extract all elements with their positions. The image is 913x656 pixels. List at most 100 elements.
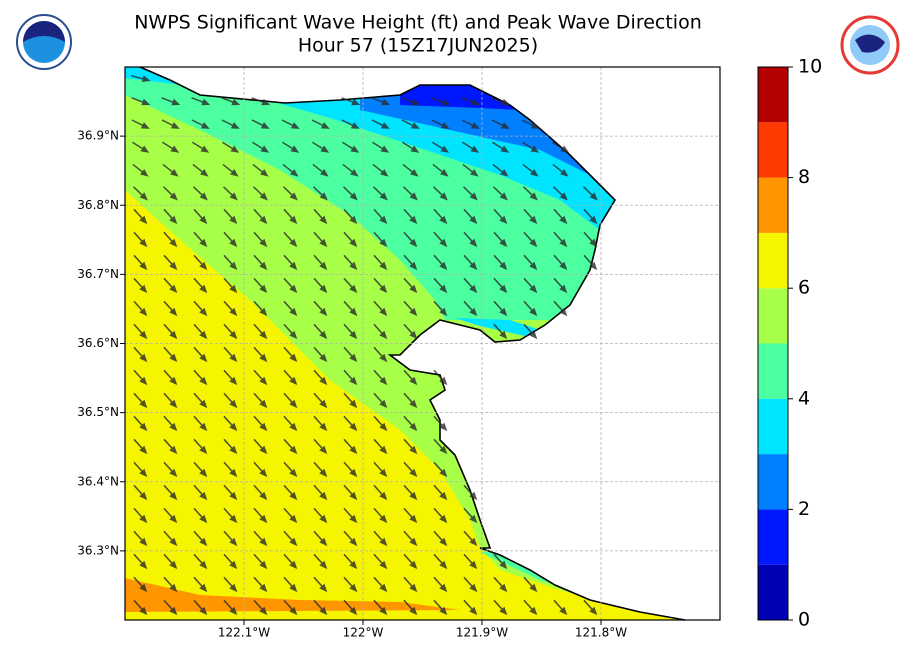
noaa-logo xyxy=(16,14,72,70)
wave-arrow xyxy=(161,119,180,129)
wave-arrow xyxy=(403,415,418,432)
wave-arrow xyxy=(373,254,388,271)
wave-arrow xyxy=(253,438,268,455)
wave-arrow xyxy=(311,141,330,153)
wave-arrow xyxy=(193,599,208,616)
wave-arrow xyxy=(133,277,148,294)
wave-arrow xyxy=(343,438,358,455)
wave-arrow xyxy=(223,438,238,455)
wave-arrow xyxy=(583,231,598,248)
wave-arrow xyxy=(223,461,238,478)
wave-arrow xyxy=(133,415,148,432)
wave-arrow xyxy=(253,300,268,317)
wave-arrow xyxy=(133,208,148,225)
wave-arrow xyxy=(403,392,418,409)
wave-arrow xyxy=(372,186,388,201)
wave-arrow xyxy=(281,141,300,153)
wave-arrow xyxy=(253,599,268,616)
colorbar-frame xyxy=(757,66,789,621)
wave-arrow xyxy=(433,415,448,432)
colorbar-band xyxy=(758,564,788,620)
y-tick-label: 36.7°N xyxy=(77,267,119,281)
wave-arrow xyxy=(342,163,359,177)
wave-arrow xyxy=(193,254,208,271)
wave-arrow xyxy=(163,415,178,432)
wave-arrow xyxy=(313,231,328,248)
wave-arrow xyxy=(253,231,268,248)
wave-arrow xyxy=(163,553,178,570)
wave-arrow xyxy=(343,208,358,225)
wave-arrow xyxy=(313,507,328,524)
wave-arrow xyxy=(313,599,328,616)
wave-arrow xyxy=(253,208,268,225)
wave-arrow xyxy=(433,277,448,294)
wave-arrow xyxy=(251,97,271,106)
wave-arrow xyxy=(192,186,208,201)
wave-arrow xyxy=(133,346,148,363)
wave-arrow xyxy=(403,599,418,616)
wave-arrow xyxy=(403,530,418,547)
wave-arrow xyxy=(522,163,539,177)
wave-arrow xyxy=(431,119,450,129)
wave-arrow xyxy=(493,254,508,271)
wave-arrow xyxy=(163,576,178,593)
wave-arrow xyxy=(403,553,418,570)
wave-arrow xyxy=(163,346,178,363)
wave-arrow xyxy=(253,254,268,271)
wave-arrow xyxy=(493,553,508,570)
wave-arrow xyxy=(133,323,148,340)
wave-arrow xyxy=(223,323,238,340)
title: NWPS Significant Wave Height (ft) and Pe… xyxy=(134,12,702,34)
wave-arrow xyxy=(372,163,389,177)
wave-arrow xyxy=(343,415,358,432)
wave-arrow xyxy=(433,438,448,455)
wave-arrow xyxy=(493,208,508,225)
wave-arrow xyxy=(523,254,538,271)
wave-arrow xyxy=(403,438,418,455)
y-tick-label: 36.9°N xyxy=(77,129,119,143)
wave-arrow xyxy=(191,119,210,129)
colorbar-band xyxy=(758,232,788,289)
wave-arrow xyxy=(313,277,328,294)
wave-arrow xyxy=(191,97,211,106)
x-tick-label: 122.1°W xyxy=(218,626,270,640)
wave-arrow xyxy=(373,231,388,248)
wave-arrow xyxy=(193,530,208,547)
wave-arrow xyxy=(253,553,268,570)
wave-arrow xyxy=(252,163,269,177)
wave-arrow xyxy=(461,97,481,106)
wave-arrow xyxy=(343,277,358,294)
wave-arrow xyxy=(491,119,510,129)
wave-arrow xyxy=(403,507,418,524)
wave-arrow xyxy=(462,163,479,177)
wave-arrow xyxy=(191,141,210,153)
wave-arrow xyxy=(283,231,298,248)
wave-arrow xyxy=(193,323,208,340)
wave-arrow xyxy=(373,369,388,386)
wave-arrow xyxy=(431,141,450,153)
wave-arrow xyxy=(463,254,478,271)
colorbar-band xyxy=(758,122,788,178)
x-tick-label: 122°W xyxy=(343,626,384,640)
wave-arrow xyxy=(373,415,388,432)
wave-arrow xyxy=(253,346,268,363)
wave-arrow xyxy=(132,163,149,177)
wave-arrow xyxy=(193,461,208,478)
wave-arrow xyxy=(283,599,298,616)
wave-arrow xyxy=(161,97,181,106)
wave-arrow xyxy=(343,599,358,616)
wave-arrow xyxy=(133,553,148,570)
colorbar-band xyxy=(758,177,788,233)
colorbar-tick-label: 6 xyxy=(798,277,810,299)
wave-arrow xyxy=(523,300,538,317)
wave-arrow xyxy=(283,392,298,409)
wave-arrow xyxy=(221,119,240,129)
wave-arrow xyxy=(433,507,448,524)
wave-arrow xyxy=(223,208,238,225)
wave-arrow xyxy=(463,553,478,570)
wave-arrow xyxy=(341,119,360,129)
wave-arrow xyxy=(433,461,448,478)
wave-arrow xyxy=(251,141,270,153)
wave-arrow xyxy=(402,163,419,177)
